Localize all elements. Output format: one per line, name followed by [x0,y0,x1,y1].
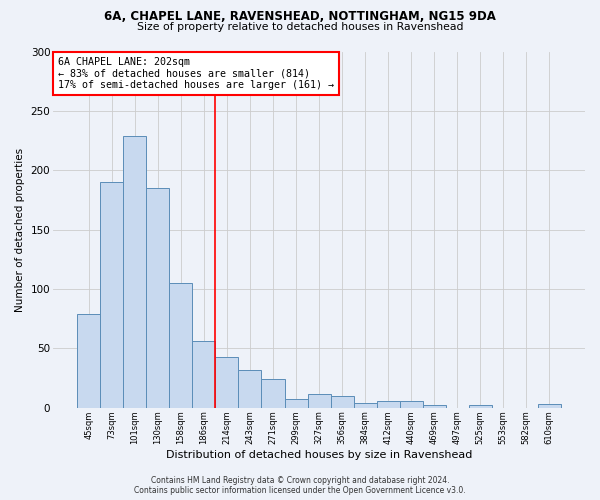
Y-axis label: Number of detached properties: Number of detached properties [15,148,25,312]
Bar [284,400,308,408]
Bar [193,342,215,408]
Bar [215,356,238,408]
Bar [169,283,193,408]
Text: Size of property relative to detached houses in Ravenshead: Size of property relative to detached ho… [137,22,463,32]
Bar [262,380,284,408]
Bar [124,136,146,408]
Bar [146,188,169,408]
Bar [77,314,100,408]
X-axis label: Distribution of detached houses by size in Ravenshead: Distribution of detached houses by size … [166,450,472,460]
Bar [308,394,331,408]
Text: Contains HM Land Registry data © Crown copyright and database right 2024.
Contai: Contains HM Land Registry data © Crown c… [134,476,466,495]
Bar [331,396,353,408]
Bar [377,400,400,408]
Bar [100,182,124,408]
Bar [469,406,492,408]
Text: 6A CHAPEL LANE: 202sqm
← 83% of detached houses are smaller (814)
17% of semi-de: 6A CHAPEL LANE: 202sqm ← 83% of detached… [58,57,334,90]
Bar [238,370,262,408]
Bar [422,406,446,408]
Text: 6A, CHAPEL LANE, RAVENSHEAD, NOTTINGHAM, NG15 9DA: 6A, CHAPEL LANE, RAVENSHEAD, NOTTINGHAM,… [104,10,496,23]
Bar [353,403,377,408]
Bar [400,400,422,408]
Bar [538,404,561,408]
